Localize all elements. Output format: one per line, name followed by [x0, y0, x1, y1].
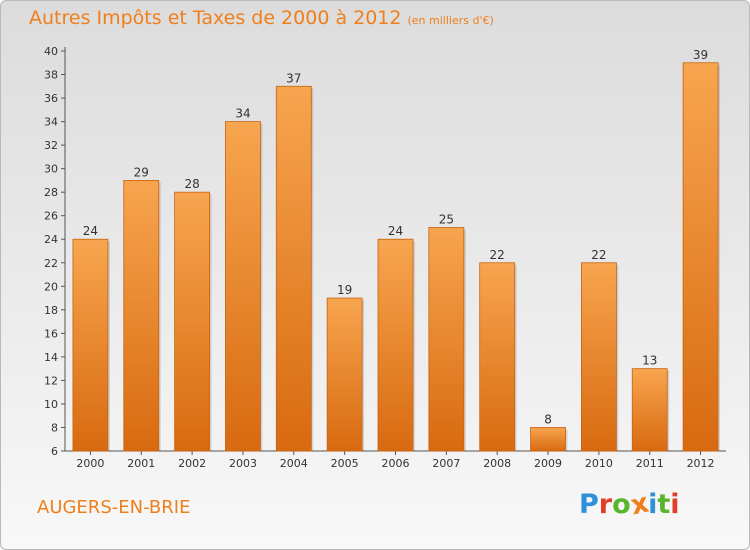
chart-subtitle: (en milliers d'€): [407, 14, 494, 27]
bar: [631, 368, 668, 452]
y-tick-label: 12: [44, 374, 58, 387]
logo-letter: o: [612, 489, 631, 520]
bar: [479, 262, 516, 452]
y-tick-label: 10: [44, 398, 58, 411]
bar-value-label: 22: [490, 248, 505, 262]
chart-title: Autres Impôts et Taxes de 2000 à 2012 (en…: [29, 7, 494, 29]
logo-letter: t: [657, 489, 671, 520]
chart-title-text: Autres Impôts et Taxes de 2000 à 2012: [29, 7, 402, 29]
x-tick-label: 2003: [229, 457, 257, 470]
bar-value-label: 37: [286, 71, 301, 85]
y-tick-label: 34: [44, 116, 58, 129]
bar-value-label: 28: [184, 177, 199, 191]
chart-bars: [72, 62, 721, 452]
y-tick-label: 32: [44, 139, 58, 152]
y-tick-label: 26: [44, 210, 58, 223]
bar-value-label: 39: [693, 48, 708, 62]
x-tick-label: 2008: [483, 457, 511, 470]
x-tick-label: 2009: [534, 457, 562, 470]
bar-value-label: 29: [134, 165, 149, 179]
x-tick-label: 2000: [76, 457, 104, 470]
x-tick-label: 2007: [432, 457, 460, 470]
y-tick-label: 36: [44, 92, 58, 105]
logo-letter: r: [598, 489, 613, 520]
bar-value-label: 24: [388, 224, 403, 238]
chart-labels: 24 2000 29 2001 28 2002 34 2003 37 2004 19 2005 24 20…: [76, 48, 714, 470]
x-tick-label: 2012: [687, 457, 715, 470]
logo-letter: i: [670, 489, 680, 520]
bar: [682, 62, 719, 452]
bar-value-label: 8: [544, 412, 552, 426]
commune-name: AUGERS-EN-BRIE: [37, 497, 191, 518]
x-tick-label: 2006: [382, 457, 410, 470]
y-tick-label: 38: [44, 69, 58, 82]
y-tick-label: 40: [44, 45, 58, 58]
bar: [225, 121, 261, 452]
x-tick-label: 2001: [127, 457, 155, 470]
y-tick-label: 28: [44, 186, 58, 199]
bar-value-label: 25: [439, 212, 454, 226]
bar: [428, 227, 465, 452]
bar: [72, 238, 109, 452]
y-tick-label: 24: [44, 233, 58, 246]
x-tick-label: 2004: [280, 457, 308, 470]
y-tick-label: 30: [44, 163, 58, 176]
y-tick-label: 6: [51, 445, 58, 458]
logo-letter: i: [648, 489, 658, 520]
bar-value-label: 22: [591, 248, 606, 262]
y-tick-label: 14: [44, 351, 58, 364]
bar-value-label: 13: [642, 354, 657, 368]
bar: [275, 85, 312, 452]
y-tick-label: 8: [51, 421, 58, 434]
y-tick-label: 16: [44, 327, 58, 340]
proxiti-logo: Proxiti: [579, 488, 680, 522]
x-tick-label: 2010: [585, 457, 613, 470]
bar-value-label: 24: [83, 224, 98, 238]
y-tick-label: 22: [44, 257, 58, 270]
x-tick-label: 2011: [636, 457, 664, 470]
bar: [580, 262, 617, 452]
bar-value-label: 34: [235, 107, 250, 121]
y-tick-label: 20: [44, 280, 58, 293]
bar: [377, 238, 414, 452]
logo-letter: P: [579, 489, 599, 520]
bar: [326, 297, 363, 452]
bar: [530, 427, 566, 452]
bar: [123, 180, 160, 452]
bar-value-label: 19: [337, 283, 352, 297]
bar: [174, 191, 211, 452]
x-tick-label: 2005: [331, 457, 359, 470]
x-tick-label: 2002: [178, 457, 206, 470]
y-tick-label: 18: [44, 304, 58, 317]
